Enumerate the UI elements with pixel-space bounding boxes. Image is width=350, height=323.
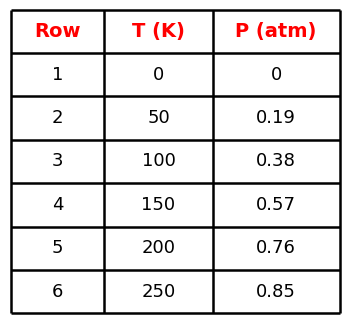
Text: 0: 0 xyxy=(153,66,164,84)
Text: 6: 6 xyxy=(52,283,63,301)
Text: 2: 2 xyxy=(52,109,63,127)
Text: 0.19: 0.19 xyxy=(256,109,296,127)
Text: 5: 5 xyxy=(52,239,63,257)
Text: 0.85: 0.85 xyxy=(256,283,296,301)
Text: 0.38: 0.38 xyxy=(256,152,296,171)
Text: T (K): T (K) xyxy=(132,22,185,41)
Text: 0.76: 0.76 xyxy=(256,239,296,257)
Text: 4: 4 xyxy=(52,196,63,214)
Text: 200: 200 xyxy=(141,239,176,257)
Text: P (atm): P (atm) xyxy=(236,22,317,41)
Text: 0: 0 xyxy=(271,66,282,84)
Text: 3: 3 xyxy=(52,152,63,171)
Text: 100: 100 xyxy=(142,152,175,171)
Text: Row: Row xyxy=(34,22,80,41)
Text: 50: 50 xyxy=(147,109,170,127)
Text: 150: 150 xyxy=(141,196,176,214)
Text: 0.57: 0.57 xyxy=(256,196,296,214)
Text: 1: 1 xyxy=(52,66,63,84)
Text: 250: 250 xyxy=(141,283,176,301)
